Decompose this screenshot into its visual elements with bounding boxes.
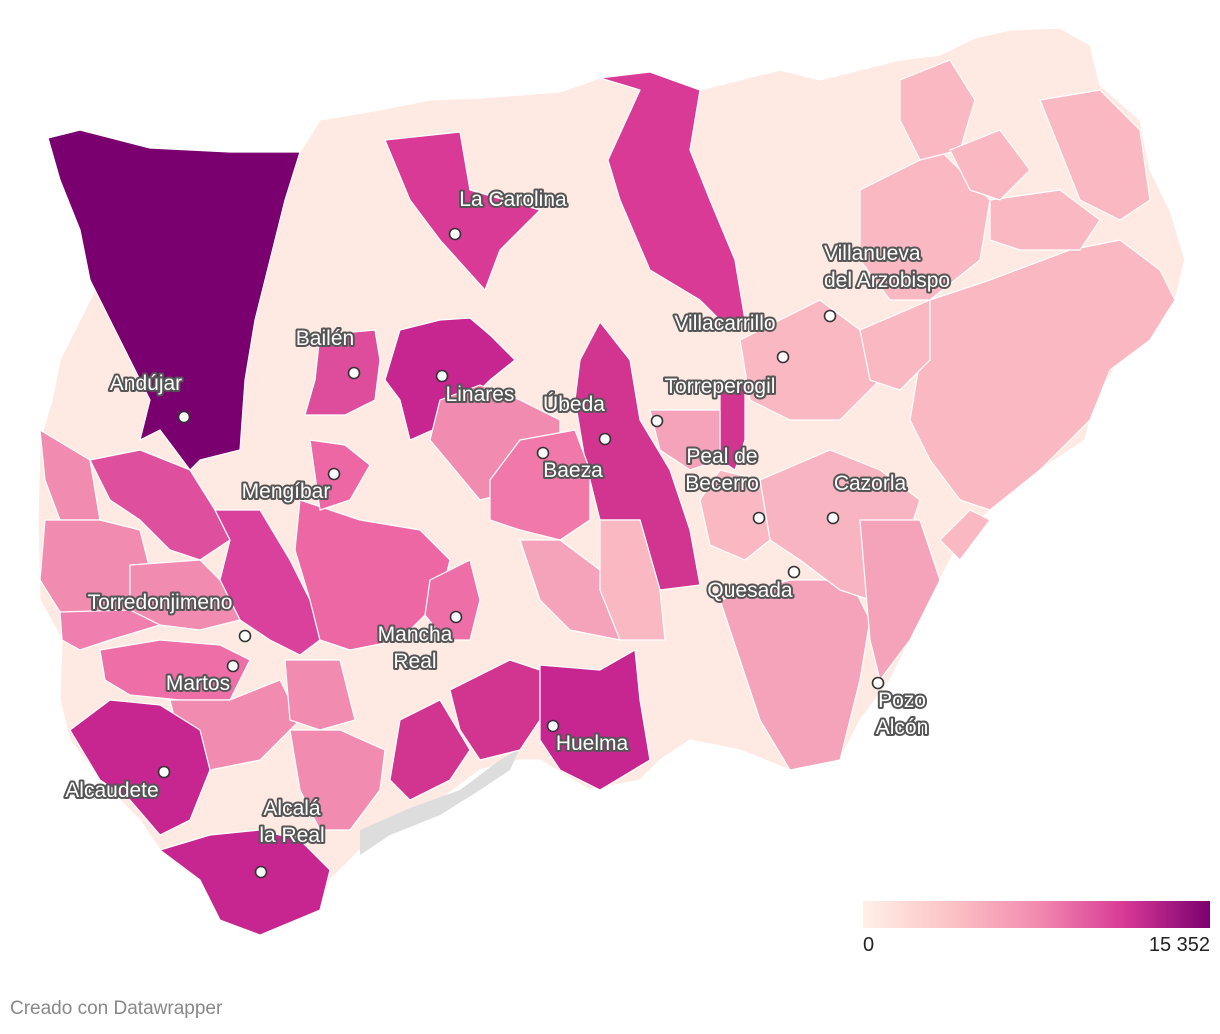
city-label-line: Villanueva — [824, 242, 921, 265]
city-label-villanueva: Villanueva del Arzobispo — [824, 242, 950, 292]
city-dot-alcaudete — [157, 765, 171, 779]
city-label-line: Cazorla — [834, 472, 907, 495]
city-label-ubeda: Úbeda — [543, 393, 605, 416]
city-label-line: Peal de — [686, 445, 757, 468]
city-label-cazorla: Cazorla — [834, 472, 907, 495]
city-dot-ubeda — [598, 432, 612, 446]
city-label-alcala: Alcalá la Real — [259, 797, 324, 847]
city-dot-andujar — [177, 410, 191, 424]
city-dot-la-carolina — [448, 227, 462, 241]
city-label-line: Úbeda — [543, 393, 605, 416]
city-dot-cazorla — [826, 511, 840, 525]
city-dot-linares — [435, 369, 449, 383]
color-legend: 0 15 352 — [863, 901, 1210, 960]
city-label-line: La Carolina — [459, 188, 567, 211]
city-dot-baeza — [536, 446, 550, 460]
city-label-line: Linares — [446, 383, 515, 406]
city-label-torredonjimeno: Torredonjimeno — [88, 591, 233, 614]
city-dot-bailen — [347, 366, 361, 380]
legend-min-label: 0 — [863, 934, 875, 956]
city-label-villacarrillo: Villacarrillo — [674, 312, 775, 335]
legend-max-label: 15 352 — [1148, 934, 1210, 956]
city-label-line: Alcaudete — [65, 779, 158, 802]
city-label-line: Bailén — [296, 327, 354, 350]
city-dot-peal — [752, 511, 766, 525]
city-label-line: Andújar — [110, 372, 182, 395]
city-label-line: del Arzobispo — [824, 269, 950, 292]
city-dot-mancha-real — [449, 610, 463, 624]
legend-labels: 0 15 352 — [863, 934, 1210, 960]
city-dot-villanueva — [823, 309, 837, 323]
city-label-line: Pozo — [878, 689, 926, 712]
city-dot-huelma — [546, 719, 560, 733]
city-label-line: Quesada — [707, 579, 793, 602]
city-label-la-carolina: La Carolina — [459, 188, 567, 211]
legend-gradient-bar — [863, 901, 1210, 928]
city-markers: La Carolina Villanueva del Arzobispo Villac… — [63, 186, 952, 879]
credit-text: Creado con Datawrapper — [10, 998, 223, 1019]
city-label-pozo-alcon: Pozo Alcón — [876, 689, 929, 739]
city-label-line: Real — [393, 650, 436, 673]
city-label-line: Alcalá — [263, 797, 321, 820]
city-label-peal: Peal de Becerro — [685, 445, 759, 495]
city-label-mengibar: Mengíbar — [242, 480, 331, 503]
city-dot-mengibar — [327, 467, 341, 481]
city-label-mancha-real: Mancha Real — [378, 623, 453, 673]
city-label-baeza: Baeza — [543, 459, 603, 482]
city-label-line: Alcón — [876, 716, 929, 739]
city-label-alcaudete: Alcaudete — [65, 779, 158, 802]
city-label-line: Villacarrillo — [674, 312, 775, 335]
city-label-line: Becerro — [685, 472, 759, 495]
city-label-linares: Linares — [446, 383, 515, 406]
city-label-quesada: Quesada — [707, 579, 793, 602]
city-label-line: Huelma — [556, 732, 629, 755]
city-label-line: Martos — [166, 672, 230, 695]
city-dot-pozo-alcon — [871, 676, 885, 690]
city-dot-quesada — [787, 565, 801, 579]
city-label-martos: Martos — [166, 672, 230, 695]
city-dot-torreperogil — [650, 414, 664, 428]
city-label-bailen: Bailén — [296, 327, 354, 350]
city-label-huelma: Huelma — [556, 732, 629, 755]
city-dot-martos — [226, 659, 240, 673]
city-label-line: la Real — [259, 824, 324, 847]
city-label-line: Baeza — [543, 459, 603, 482]
sea-area — [360, 748, 520, 855]
city-label-torreperogil: Torreperogil — [665, 375, 776, 398]
city-dot-alcala — [254, 865, 268, 879]
city-label-line: Torreperogil — [665, 375, 776, 398]
city-dot-torredonjimeno — [238, 629, 252, 643]
city-label-line: Mengíbar — [242, 480, 331, 503]
city-label-line: Mancha — [378, 623, 453, 646]
city-label-andujar: Andújar — [110, 372, 182, 395]
city-label-line: Torredonjimeno — [88, 591, 233, 614]
city-dot-villacarrillo — [776, 350, 790, 364]
